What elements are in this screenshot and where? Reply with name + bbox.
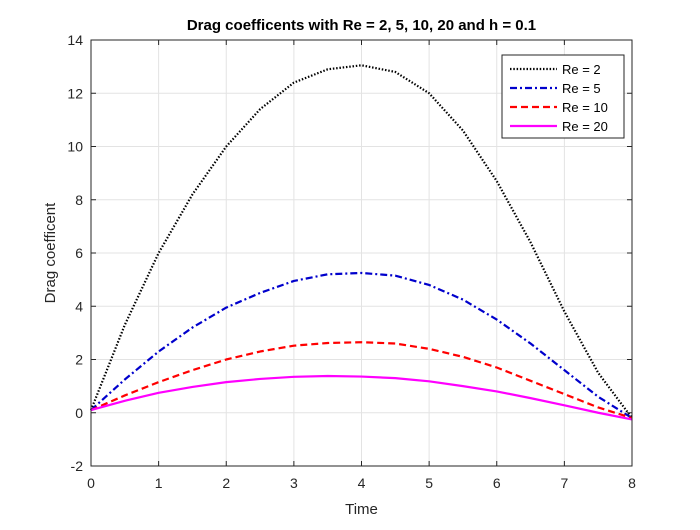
x-tick-label: 2 [222,475,230,491]
x-tick-label: 6 [493,475,501,491]
x-tick-label: 4 [358,475,366,491]
y-tick-label: 12 [67,85,83,101]
y-axis-label: Drag coefficent [42,202,59,303]
legend-label-3: Re = 10 [562,100,608,115]
legend-label-1: Re = 2 [562,62,601,77]
x-tick-label: 8 [628,475,636,491]
y-tick-label: 14 [67,32,83,48]
chart-title: Drag coefficents with Re = 2, 5, 10, 20 … [187,17,536,34]
legend-label-4: Re = 20 [562,119,608,134]
series-line-4 [90,374,633,421]
y-tick-label: 2 [75,352,83,368]
x-tick-label: 7 [560,475,568,491]
y-tick-label: 0 [75,405,83,421]
legend: Re = 2 Re = 5 Re = 10 Re = 20 [501,54,625,139]
y-tick-label: 6 [75,245,83,261]
y-tick-label: 8 [75,192,83,208]
legend-box [501,54,625,139]
y-tick-label: 4 [75,298,83,314]
y-tick-label: 10 [67,139,83,155]
legend-label-2: Re = 5 [562,81,601,96]
series-line-2 [90,271,633,420]
x-tick-label: 5 [425,475,433,491]
y-tick-label: -2 [71,458,84,474]
x-tick-label: 0 [87,475,95,491]
series-line-3 [90,341,633,420]
x-tick-label: 3 [290,475,298,491]
x-tick-label: 1 [155,475,163,491]
series-lines [89,64,633,421]
x-axis-label: Time [345,501,378,518]
